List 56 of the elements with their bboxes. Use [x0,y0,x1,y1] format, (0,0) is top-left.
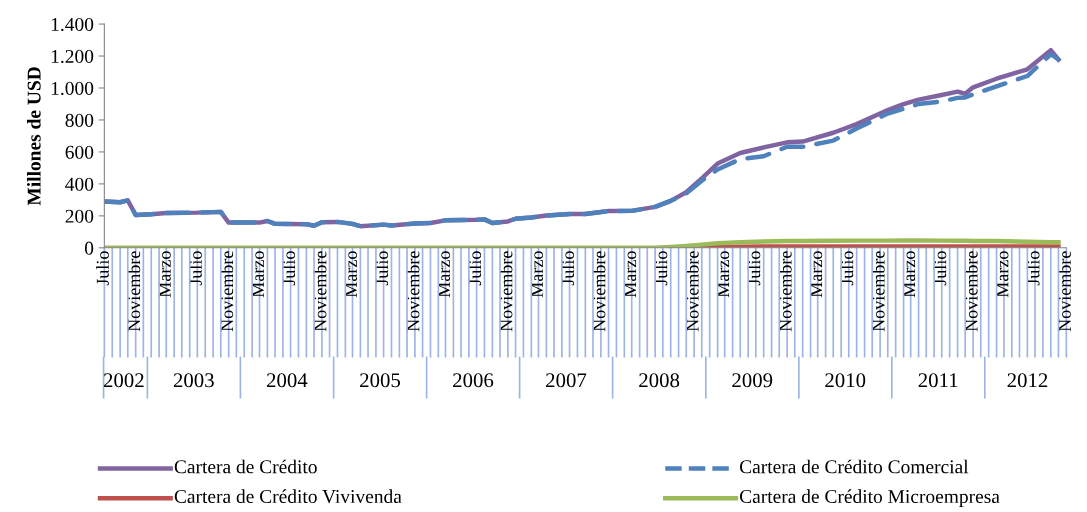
x-tick-label: Noviembre [1058,251,1071,332]
y-tick-label: 1.400 [51,17,94,32]
text: 2002 [103,373,144,388]
x-tick-label: Noviembre [685,251,699,332]
x-tick-label: Julio [189,251,202,286]
text: 2009 [732,373,773,388]
x-tick-label: Marzo [717,251,730,298]
text: 2008 [639,373,680,388]
x-tick-label: Noviembre [220,251,234,332]
x-tick-label: Julio [747,251,761,286]
legend-label: Cartera de Crédito Comercial [739,459,969,474]
text: 2004 [266,373,308,388]
x-tick-label: Marzo [438,251,450,298]
y-tick-label: 1.200 [51,49,94,64]
y-tick-label: 800 [65,113,94,127]
text: 2010 [825,373,866,388]
x-tick-label: Julio [561,251,575,286]
y-axis-title: Millones de USD [27,67,41,206]
x-tick-label: Marzo [345,251,358,298]
x-tick-label: Noviembre [778,251,792,332]
x-tick-label: Noviembre [313,251,327,332]
x-tick-label: Marzo [624,251,637,298]
text: 2005 [360,373,401,388]
x-tick-label: Julio [96,251,109,286]
x-tick-label: Noviembre [592,251,606,332]
y-tick-label: 1.000 [51,81,94,96]
text: 2012 [1007,373,1048,388]
x-tick-label: Noviembre [499,251,513,332]
x-tick-label: Noviembre [406,251,420,332]
x-tick-label: Julio [282,251,296,286]
line-series [104,238,1061,248]
x-tick-label: Noviembre [964,251,978,332]
text: 2011 [918,373,958,388]
y-tick-label: 200 [65,209,94,223]
x-tick-label: Julio [933,251,947,286]
x-tick-label: Marzo [996,251,1009,298]
x-tick-label: Marzo [810,251,823,298]
legend-label: Cartera de Crédito Vivivenda [174,489,402,504]
x-tick-label: Noviembre [127,251,141,332]
text: 2007 [546,373,587,388]
x-tick-label: Julio [1026,251,1040,286]
x-tick-label: Marzo [252,251,265,298]
y-tick-label: 600 [65,145,94,159]
text: 2003 [173,373,214,388]
x-tick-label: Julio [375,251,389,286]
y-tick-label: 0 [84,241,94,255]
x-tick-label: Marzo [158,251,171,298]
x-tick-label: Noviembre [871,251,885,332]
x-tick-label: Julio [840,251,854,286]
legend-label: Cartera de Crédito [174,459,317,474]
legend-label: Cartera de Crédito Microempresa [739,489,1000,508]
x-tick-label: Julio [468,251,482,286]
x-tick-label: Marzo [530,251,543,298]
x-tick-label: Marzo [903,251,916,298]
y-tick-label: 400 [65,177,94,191]
text: 2006 [453,373,494,388]
